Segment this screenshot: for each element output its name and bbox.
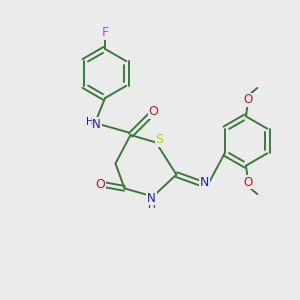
Text: H: H bbox=[148, 200, 155, 210]
Text: F: F bbox=[101, 26, 109, 39]
Text: N: N bbox=[200, 176, 210, 190]
Text: O: O bbox=[243, 176, 252, 189]
Text: N: N bbox=[92, 118, 101, 131]
Text: O: O bbox=[95, 178, 105, 191]
Text: H: H bbox=[86, 117, 94, 127]
Text: O: O bbox=[243, 93, 252, 106]
Text: N: N bbox=[147, 191, 156, 205]
Text: O: O bbox=[149, 105, 158, 119]
Text: S: S bbox=[156, 133, 164, 146]
